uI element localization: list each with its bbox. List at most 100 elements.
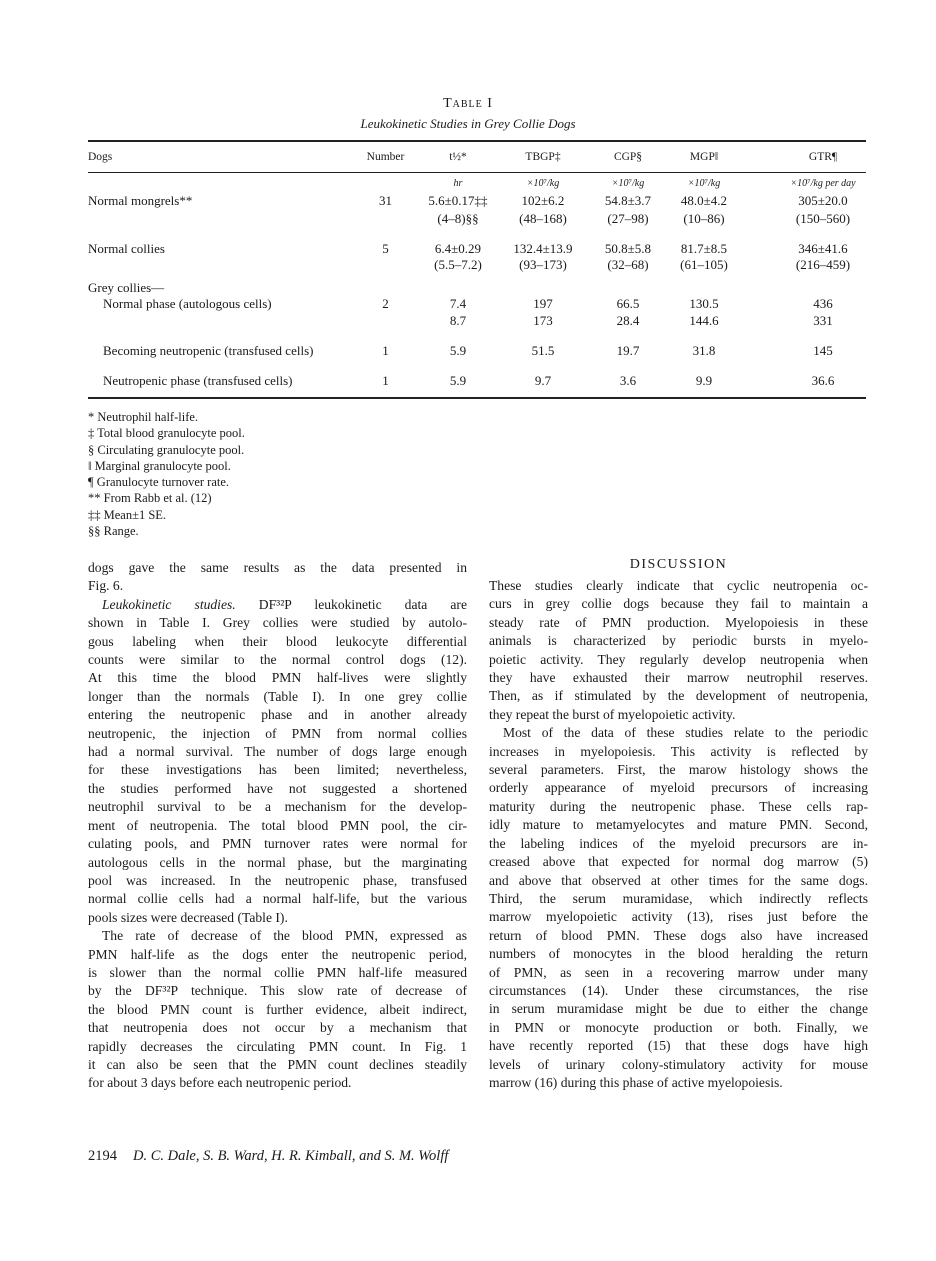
table-row: Grey collies— <box>88 280 866 296</box>
table-row: 8.7 173 28.4 144.6 331 <box>88 313 866 329</box>
table-header-row-cell: Number <box>366 151 405 163</box>
table-cell: 173 <box>533 313 553 328</box>
table-cell: 81.7±8.5 <box>680 241 728 256</box>
line-text: culating pools, and PMN turnover rates w… <box>88 836 467 852</box>
table-row: Neutropenic phase (transfused cells) 1 5.9… <box>88 373 866 389</box>
table-cell: 9.7 <box>534 373 552 388</box>
line-text: for these investigations has been limite… <box>88 762 467 778</box>
text-line: curs in grey collie dogs because they fa… <box>489 595 868 613</box>
table-cell: (216–459) <box>795 257 851 272</box>
table-cell: 1 <box>382 343 389 358</box>
text-line: for about 3 days before each neutropenic… <box>88 1074 467 1092</box>
table-cell: Grey collies— <box>88 280 165 295</box>
line-text: by the DF³²P technique. This slow rate o… <box>88 983 467 999</box>
table-row: (5.5–7.2) (93–173) (32–68) (61–105) (216–459… <box>88 257 866 273</box>
text-line: normal collie cells had a normal half-li… <box>88 890 467 908</box>
text-line: that neutropenia does not occur by a mec… <box>88 1019 467 1037</box>
text-line: pools sizes were decreased (Table I). <box>88 909 467 927</box>
table-cell: 6.4±0.29 <box>434 241 482 256</box>
line-text: dogs gave the same results as the data p… <box>88 560 467 575</box>
line-text: the studies performed have not suggested… <box>88 780 467 796</box>
table-cell <box>353 313 418 329</box>
footnote: ‡‡ Mean±1 SE. <box>88 507 167 522</box>
text-line: pool was increased. In the neutropenic p… <box>88 872 467 890</box>
text-line: Most of the data of these studies relate… <box>489 724 868 742</box>
table-cell: 130.5 <box>689 296 719 311</box>
text-line: they repeat the burst of myelopoietic ac… <box>489 706 868 724</box>
table-cell <box>88 313 353 329</box>
text-line: gous labeling when their blood leukocyte… <box>88 633 467 651</box>
text-line: of PMN, as seen in a recovering marrow u… <box>489 964 868 982</box>
table-cell: 5 <box>382 241 389 256</box>
table-cell: 31 <box>379 193 392 208</box>
text-line: increases in myelopoiesis. This activity… <box>489 743 868 761</box>
footnote: ‡ Total blood granulocyte pool. <box>88 426 245 441</box>
line-text: DF³²P leukokinetic data are <box>235 596 467 612</box>
table-units-row-cell: ×10⁷/kg <box>687 178 721 189</box>
line-text: At this time the blood PMN half-lives we… <box>88 670 467 686</box>
table-header-row-cell: t½* <box>449 151 467 163</box>
table-cell: Neutropenic phase (transfused cells) <box>103 373 293 388</box>
table-cell: 144.6 <box>689 313 719 328</box>
table-cell: (10–86) <box>683 211 725 226</box>
table-cell: 54.8±3.7 <box>604 193 652 208</box>
line-text: neutrophil survival to be a mechanism fo… <box>88 799 467 815</box>
text-line: have recently reported (15) that these d… <box>489 1037 868 1055</box>
text-line: PMN half-life as the dogs enter the neut… <box>88 946 467 964</box>
table-cell <box>353 211 418 227</box>
table-cell: 8.7 <box>449 313 467 328</box>
line-text: they repeat the burst of myelopoietic ac… <box>489 706 736 722</box>
table-cell <box>740 280 866 296</box>
text-line: orderly appearance of myeloid precursors… <box>489 779 868 797</box>
text-line: autologous cells in the normal phase, bu… <box>88 854 467 872</box>
text-line: numbers of monocytes in the blood herald… <box>489 945 868 963</box>
page-number: 2194 <box>88 1148 117 1164</box>
table-cell <box>498 280 588 296</box>
table-cell: 36.6 <box>811 373 835 388</box>
line-text: is slower than the normal collie PMN hal… <box>88 964 467 980</box>
text-line: poietic activity. They regularly develop… <box>489 651 868 669</box>
text-line: marrow myelopoietic activity (13), rises… <box>489 908 868 926</box>
line-text: Most of the data of these studies relate… <box>503 725 868 741</box>
table-units-row-cell <box>88 176 353 192</box>
table-cell: 346±41.6 <box>798 241 848 256</box>
authors: D. C. Dale, S. B. Ward, H. R. Kimball, a… <box>133 1148 449 1164</box>
line-text: they have exhausted their marrow neutrop… <box>489 670 868 686</box>
table-row: Normal mongrels** 31 5.6±0.17‡‡ 102±6.2 54.8… <box>88 193 866 209</box>
line-text: the labeling indices of the myeloid prec… <box>489 835 868 851</box>
table-cell <box>88 211 353 227</box>
table-cell: 5.9 <box>449 343 467 358</box>
text-line: had a normal survival. The number of dog… <box>88 743 467 761</box>
text-line: by the DF³²P technique. This slow rate o… <box>88 982 467 1000</box>
line-text: animals is characterized by periodic bur… <box>489 633 868 649</box>
table-header-rule <box>88 172 866 173</box>
text-line: in serum muramidase might be due to eith… <box>489 1000 868 1018</box>
table-units-row: hr ×10⁷/kg ×10⁷/kg ×10⁷/kg ×10⁷/kg per day <box>88 176 866 192</box>
line-text: of PMN, as seen in a recovering marrow u… <box>489 964 868 980</box>
table-units-row-cell: ×10⁷/kg <box>526 178 560 189</box>
line-text: that neutropenia does not occur by a mec… <box>88 1020 467 1036</box>
table-cell: Becoming neutropenic (transfused cells) <box>103 343 314 358</box>
line-text: pools sizes were decreased (Table I). <box>88 909 288 925</box>
line-text: orderly appearance of myeloid precursors… <box>489 780 868 796</box>
right-column-text: These studies clearly indicate that cycl… <box>489 577 868 1092</box>
left-column-text: dogs gave the same results as the data p… <box>88 559 467 1093</box>
table-cell: 19.7 <box>616 343 640 358</box>
table-cell: (27–98) <box>607 211 649 226</box>
line-text: maturity during the neutropenic phase. T… <box>489 798 868 814</box>
table-cell: 66.5 <box>616 296 640 311</box>
text-line: Then, as if stimulated by the developmen… <box>489 687 868 705</box>
table-units-row-cell: ×10⁷/kg per day <box>790 178 856 189</box>
table-row: Normal phase (autologous cells) 2 7.4 197 66… <box>88 296 866 312</box>
line-text: poietic activity. They regularly develop… <box>489 651 868 667</box>
line-text: The rate of decrease of the blood PMN, e… <box>102 928 467 944</box>
table-cell: Normal phase (autologous cells) <box>103 296 272 311</box>
table-cell: 48.0±4.2 <box>680 193 728 208</box>
table-cell: 31.8 <box>692 343 716 358</box>
table-cell: (48–168) <box>519 211 567 226</box>
line-text: in serum muramidase might be due to eith… <box>489 1001 868 1017</box>
text-line: circumstances (14). Under these circumst… <box>489 982 868 1000</box>
paragraph: These studies clearly indicate that cycl… <box>489 577 868 724</box>
table-cell: (150–560) <box>795 211 851 226</box>
table-top-rule <box>88 140 866 142</box>
